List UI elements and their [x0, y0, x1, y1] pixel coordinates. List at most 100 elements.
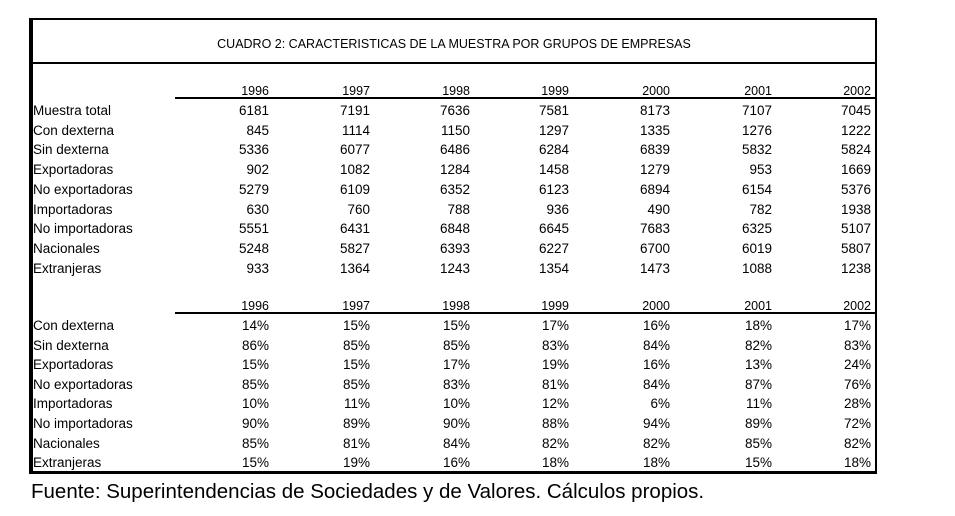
table-cell: 1082	[339, 162, 370, 178]
year-header: 2000	[642, 299, 670, 313]
table-cell: 81%	[342, 435, 370, 451]
table-cell: 788	[447, 201, 470, 217]
table-cell: 16%	[442, 455, 470, 471]
table-cell: 7636	[439, 103, 470, 118]
table-cell: 6154	[741, 181, 772, 197]
table-title: CUADRO 2: CARACTERISTICAS DE LA MUESTRA …	[217, 37, 691, 51]
row-label: Exportadoras	[33, 162, 114, 178]
table-cell: 15%	[442, 318, 470, 333]
year-header: 2001	[744, 299, 772, 313]
year-header: 2001	[744, 84, 772, 98]
table-cell: 953	[749, 162, 772, 178]
table-cell: 845	[246, 122, 269, 138]
header-row: 1996 1997 1998 1999 2000 2001 2002	[33, 82, 875, 100]
table-cell: 15%	[241, 357, 269, 373]
row-label: Nacionales	[33, 435, 100, 451]
table-cell: 6645	[538, 221, 569, 237]
table-cell: 1088	[741, 260, 772, 276]
year-header: 1998	[442, 299, 470, 313]
table-cell: 94%	[642, 416, 670, 431]
table-cell: 5824	[840, 142, 871, 158]
table-cell: 18%	[744, 318, 772, 333]
table-cell: 5807	[840, 240, 871, 256]
table-cell: 15%	[342, 357, 370, 373]
table-cell: 6894	[639, 181, 670, 197]
table-cell: 6393	[439, 240, 470, 256]
table-row: No importadoras 90% 89% 90% 88% 94% 89% 72%	[33, 415, 875, 433]
year-header: 1996	[241, 84, 269, 98]
table-cell: 760	[347, 201, 370, 217]
table-cell: 24%	[843, 357, 871, 373]
row-label: No exportadoras	[33, 376, 133, 392]
table-cell: 1297	[538, 122, 569, 138]
table-cell: 82%	[642, 435, 670, 451]
table-cell: 902	[246, 162, 269, 178]
table-row: Con dexterna 845 1114 1150 1297 1335 1276 1222	[33, 122, 875, 140]
table-cell: 6123	[538, 181, 569, 197]
table-cell: 6325	[741, 221, 772, 237]
table-cell: 6227	[538, 240, 569, 256]
table-cell: 83%	[541, 337, 569, 353]
row-label: Muestra total	[33, 103, 112, 118]
header-row: 1996 1997 1998 1999 2000 2001 2002	[33, 297, 875, 315]
row-label: Extranjeras	[33, 455, 102, 471]
table-cell: 1473	[639, 260, 670, 276]
table-cell: 85%	[241, 435, 269, 451]
table-cell: 1279	[639, 162, 670, 178]
table-cell: 1458	[538, 162, 569, 178]
table-cell: 630	[246, 201, 269, 217]
table-cell: 1364	[339, 260, 370, 276]
table-cell: 18%	[541, 455, 569, 471]
table-row: No exportadoras 85% 85% 83% 81% 84% 87% 76%	[33, 376, 875, 394]
year-header: 2000	[642, 84, 670, 98]
table-cell: 7191	[339, 103, 370, 118]
table-cell: 490	[647, 201, 670, 217]
table-cell: 88%	[541, 416, 569, 431]
table-row: Muestra total 6181 7191 7636 7581 8173 7107 704…	[33, 102, 875, 120]
table-cell: 5279	[238, 181, 269, 197]
table-cell: 6839	[639, 142, 670, 158]
year-header: 1996	[241, 299, 269, 313]
table-cell: 90%	[241, 416, 269, 431]
table-cell: 11%	[745, 396, 772, 412]
table-cell: 5551	[238, 221, 269, 237]
table-cell: 5827	[339, 240, 370, 256]
table-cell: 87%	[744, 376, 772, 392]
table-cell: 19%	[342, 455, 370, 471]
row-label: Nacionales	[33, 240, 100, 256]
table-cell: 84%	[642, 337, 670, 353]
row-label: Con dexterna	[33, 122, 115, 138]
table-row: Extranjeras 933 1364 1243 1354 1473 1088 1238	[33, 260, 875, 278]
table-cell: 933	[246, 260, 269, 276]
table-cell: 90%	[442, 416, 470, 431]
table-cell: 13%	[744, 357, 772, 373]
table-frame: CUADRO 2: CARACTERISTICAS DE LA MUESTRA …	[29, 18, 877, 474]
table-cell: 17%	[442, 357, 470, 373]
row-label: Importadoras	[33, 201, 113, 217]
year-header: 1997	[342, 299, 370, 313]
title-box: CUADRO 2: CARACTERISTICAS DE LA MUESTRA …	[33, 20, 875, 64]
table-cell: 1335	[639, 122, 670, 138]
table-cell: 10%	[442, 396, 470, 412]
table-cell: 1150	[440, 122, 470, 138]
table-row: Nacionales 5248 5827 6393 6227 6700 6019 5807	[33, 240, 875, 258]
table-cell: 7683	[639, 221, 670, 237]
table-cell: 782	[749, 201, 772, 217]
table-cell: 5336	[238, 142, 269, 158]
table-cell: 1938	[840, 201, 871, 217]
row-label: Con dexterna	[33, 318, 115, 333]
table-cell: 5248	[238, 240, 269, 256]
table-cell: 15%	[241, 455, 269, 471]
row-label: No importadoras	[33, 416, 133, 431]
table-cell: 28%	[843, 396, 871, 412]
table-cell: 6431	[339, 221, 370, 237]
table-row: Importadoras 10% 11% 10% 12% 6% 11% 28%	[33, 395, 875, 413]
table-row: Extranjeras 15% 19% 16% 18% 18% 15% 18%	[33, 454, 875, 472]
table-row: Exportadoras 902 1082 1284 1458 1279 953 1669	[33, 161, 875, 179]
table-cell: 81%	[541, 376, 569, 392]
table-cell: 17%	[843, 318, 871, 333]
table-cell: 936	[546, 201, 569, 217]
table-cell: 6%	[650, 396, 670, 412]
table-cell: 86%	[241, 337, 269, 353]
table-cell: 6181	[238, 103, 269, 118]
